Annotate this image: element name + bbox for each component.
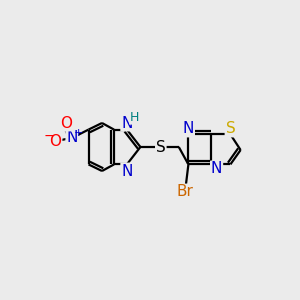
Text: O: O (50, 134, 61, 148)
Text: N: N (121, 116, 133, 130)
Text: S: S (226, 122, 235, 136)
Text: S: S (156, 140, 166, 154)
Text: O: O (60, 116, 72, 130)
Text: N: N (66, 130, 78, 146)
Text: H: H (130, 111, 139, 124)
Text: −: − (43, 129, 55, 142)
Text: +: + (74, 128, 83, 138)
Text: N: N (183, 122, 194, 136)
Text: Br: Br (177, 184, 194, 200)
Text: N: N (121, 164, 133, 178)
Text: N: N (211, 161, 222, 176)
